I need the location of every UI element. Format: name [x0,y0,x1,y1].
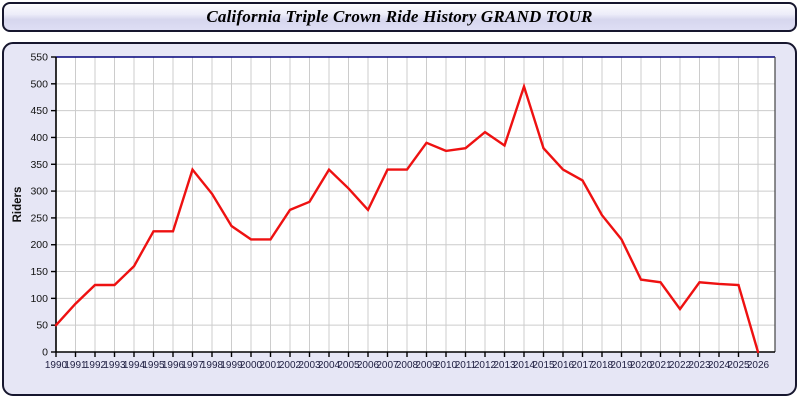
x-tick-label: 2025 [727,360,750,371]
x-tick-label: 2018 [591,360,614,371]
x-tick-label: 1990 [45,360,68,371]
x-tick-label: 1992 [84,360,107,371]
x-tick-label: 1999 [220,360,243,371]
x-tick-label: 1994 [123,360,146,371]
x-tick-label: 1995 [142,360,165,371]
title-bar: California Triple Crown Ride History GRA… [2,2,797,32]
y-tick-label: 350 [30,159,48,171]
x-tick-label: 2026 [747,360,770,371]
x-tick-label: 2009 [415,360,438,371]
y-axis-title: Riders [12,187,24,223]
x-tick-label: 2011 [455,360,477,371]
x-tick-label: 2012 [474,360,497,371]
x-tick-label: 2023 [688,360,711,371]
x-tick-label: 1993 [103,360,126,371]
x-tick-label: 2010 [435,360,458,371]
x-tick-label: 2015 [532,360,555,371]
x-tick-label: 2017 [571,360,594,371]
x-tick-label: 1996 [162,360,185,371]
x-tick-label: 2014 [513,360,536,371]
x-tick-label: 2003 [298,360,321,371]
y-tick-label: 300 [30,186,48,198]
x-tick-label: 2008 [396,360,419,371]
ride-history-line [54,82,760,354]
y-tick-label: 200 [30,239,48,251]
x-tick-label: 1991 [64,360,87,371]
x-tick-label: 2013 [493,360,516,371]
y-tick-label: 450 [30,105,48,117]
y-tick-label: 100 [30,293,48,305]
x-tick-label: 2007 [376,360,399,371]
ride-history-chart: 0501001502002503003504004505005501990199… [12,52,776,371]
x-tick-label: 2001 [259,360,282,371]
x-tick-label: 2019 [610,360,633,371]
y-tick-label: 0 [42,347,48,359]
x-tick-label: 2024 [708,360,731,371]
x-tick-label: 2006 [357,360,380,371]
x-tick-label: 2020 [630,360,653,371]
plot-area [56,57,775,352]
y-tick-label: 550 [30,52,48,64]
x-tick-label: 2005 [337,360,360,371]
x-tick-label: 2022 [669,360,692,371]
chart-panel: 0 50 100 150 200 250 300 350 400 450 500 550 1990 199… [2,42,797,396]
chart-title: California Triple Crown Ride History GRA… [206,7,593,26]
y-tick-label: 150 [30,266,48,278]
y-tick-label: 50 [36,320,48,332]
x-tick-label: 1998 [201,360,224,371]
x-tick-label: 1997 [181,360,204,371]
x-tick-label: 2021 [649,360,672,371]
x-tick-label: 2016 [552,360,575,371]
y-tick-label: 400 [30,132,48,144]
y-tick-label: 250 [30,212,48,224]
x-tick-label: 2002 [279,360,302,371]
y-tick-label: 500 [30,78,48,90]
x-tick-label: 2004 [318,360,341,371]
x-tick-label: 2000 [240,360,263,371]
